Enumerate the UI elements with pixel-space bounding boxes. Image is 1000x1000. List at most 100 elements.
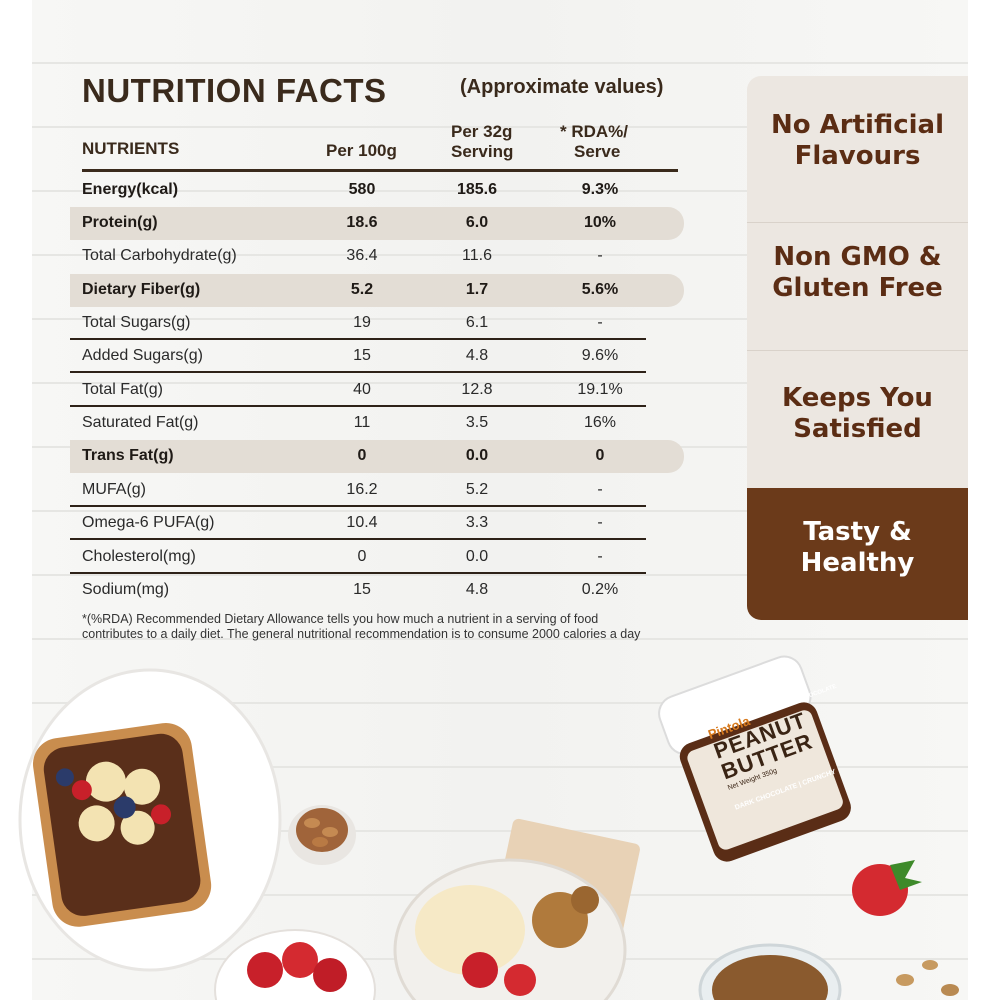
rda-value: 9.6% — [581, 347, 619, 364]
jar-shape — [658, 655, 851, 862]
rda-value: 9.3% — [581, 181, 619, 198]
nutrient-name: MUFA(g) — [82, 481, 146, 498]
table-row: Cholesterol(mg) 0 0.0 - — [70, 541, 646, 574]
per-100g-value: 18.6 — [346, 214, 378, 231]
food-illustration — [18, 668, 959, 1000]
peanuts-image — [896, 960, 959, 996]
table-row: Total Fat(g) 40 12.8 19.1% — [70, 374, 646, 407]
table-row: Energy(kcal) 580 185.6 9.3% — [70, 174, 676, 207]
feature-divider — [747, 222, 968, 223]
nutrient-name: Energy(kcal) — [82, 181, 179, 198]
per-100g-value: 16.2 — [346, 481, 378, 498]
granola-bowl-image — [393, 858, 627, 1000]
feature-highlight-panel — [747, 488, 968, 620]
feature-line: Keeps You — [782, 383, 933, 413]
rda-footnote: *(%RDA) Recommended Dietary Allowance te… — [82, 612, 640, 642]
footnote-line-2: contributes to a daily diet. The general… — [82, 627, 641, 641]
nutrient-name: Trans Fat(g) — [82, 447, 174, 464]
feature-divider — [747, 350, 968, 351]
rda-value: - — [597, 481, 603, 498]
table-row: MUFA(g) 16.2 5.2 - — [70, 474, 646, 507]
header-rda-line1: * RDA%/ — [560, 122, 629, 141]
feature-line: Satisfied — [793, 414, 922, 444]
footnote-line-1: *(%RDA) Recommended Dietary Allowance te… — [82, 612, 599, 626]
granola-jar-image — [698, 943, 842, 1000]
toast-image — [33, 723, 212, 927]
rda-value: 19.1% — [577, 381, 623, 398]
nutrient-name: Protein(g) — [82, 214, 158, 231]
per-serving-value: 12.8 — [461, 381, 493, 398]
per-100g-value: 15 — [353, 347, 371, 364]
per-serving-value: 6.0 — [465, 214, 489, 231]
feature-line: No Artificial — [770, 110, 944, 140]
per-serving-value: 3.3 — [465, 514, 489, 531]
per-serving-value: 6.1 — [465, 314, 489, 331]
per-serving-value: 1.7 — [465, 281, 489, 298]
nutrient-name: Dietary Fiber(g) — [82, 281, 201, 298]
per-serving-value: 0.0 — [465, 548, 489, 565]
rda-value: 16% — [583, 414, 617, 431]
nutrient-name: Cholesterol(mg) — [82, 548, 196, 565]
feature-tasty-healthy: Tasty & Healthy — [747, 517, 968, 579]
nutrient-name: Omega-6 PUFA(g) — [82, 514, 215, 531]
peanut-butter-jar: Pintola PEANUT BUTTER Net Weight 350g DA… — [650, 650, 870, 865]
feature-no-artificial-flavours: No Artificial Flavours — [747, 110, 968, 172]
nutrient-name: Sodium(mg) — [82, 581, 170, 598]
per-100g-value: 15 — [353, 581, 371, 598]
per-serving-value: 11.6 — [462, 247, 492, 264]
rda-value: - — [597, 548, 603, 565]
header-per-100g: Per 100g — [326, 141, 397, 160]
per-serving-value: 185.6 — [456, 181, 498, 198]
table-row: Trans Fat(g) 0 0.0 0 — [70, 440, 684, 473]
header-per-serving-line1: Per 32g — [451, 122, 513, 141]
nutrient-name: Total Fat(g) — [82, 381, 163, 398]
table-row: Omega-6 PUFA(g) 10.4 3.3 - — [70, 507, 646, 540]
table-row: Total Sugars(g) 19 6.1 - — [70, 307, 646, 340]
table-row: Dietary Fiber(g) 5.2 1.7 5.6% — [70, 274, 684, 307]
table-row: Protein(g) 18.6 6.0 10% — [70, 207, 684, 240]
per-100g-value: 10.4 — [346, 514, 378, 531]
rda-value: 5.6% — [581, 281, 619, 298]
feature-keeps-you-satisfied: Keeps You Satisfied — [747, 383, 968, 445]
nutrient-name: Total Carbohydrate(g) — [82, 247, 237, 264]
strawberry-image — [852, 860, 922, 916]
per-100g-value: 580 — [348, 181, 376, 198]
per-serving-value: 4.8 — [465, 581, 489, 598]
per-serving-value: 5.2 — [465, 481, 489, 498]
header-per-serving-line2: Serving — [451, 142, 514, 161]
feature-line: Tasty & — [803, 517, 912, 547]
per-100g-value: 40 — [353, 381, 371, 398]
strawberry-bowl-image — [214, 929, 376, 1000]
table-row: Total Carbohydrate(g) 36.4 11.6 - — [70, 240, 676, 273]
feature-non-gmo-gluten-free: Non GMO & Gluten Free — [747, 242, 968, 304]
header-nutrients: NUTRIENTS — [82, 139, 180, 158]
almond-bowl-image — [288, 805, 356, 865]
per-100g-value: 11 — [353, 414, 371, 431]
per-serving-value: 3.5 — [465, 414, 489, 431]
feature-line: Healthy — [800, 548, 915, 578]
rda-value: - — [597, 247, 603, 264]
rda-value: - — [597, 314, 603, 331]
per-100g-value: 36.4 — [346, 247, 378, 264]
per-serving-value: 0.0 — [465, 447, 489, 464]
approximate-values-note: (Approximate values) — [460, 76, 664, 98]
feature-line: Non GMO & — [773, 242, 942, 272]
feature-line: Flavours — [794, 141, 921, 171]
table-row: Added Sugars(g) 15 4.8 9.6% — [70, 340, 646, 373]
page-title: NUTRITION FACTS — [82, 72, 387, 109]
features-panel — [747, 76, 968, 488]
rda-value: 0.2% — [581, 581, 619, 598]
header-rda-line2: Serve — [574, 142, 621, 161]
table-row: Sodium(mg) 15 4.8 0.2% — [70, 574, 646, 605]
nutrient-name: Saturated Fat(g) — [82, 414, 199, 431]
nutrient-name: Total Sugars(g) — [82, 314, 191, 331]
per-100g-value: 19 — [353, 314, 371, 331]
nutrient-name: Added Sugars(g) — [82, 347, 203, 364]
per-100g-value: 0 — [357, 548, 367, 565]
rda-value: 10% — [583, 214, 617, 231]
per-serving-value: 4.8 — [465, 347, 489, 364]
table-row: Saturated Fat(g) 11 3.5 16% — [70, 407, 646, 438]
header-divider — [82, 169, 678, 172]
per-100g-value: 0 — [357, 447, 367, 464]
